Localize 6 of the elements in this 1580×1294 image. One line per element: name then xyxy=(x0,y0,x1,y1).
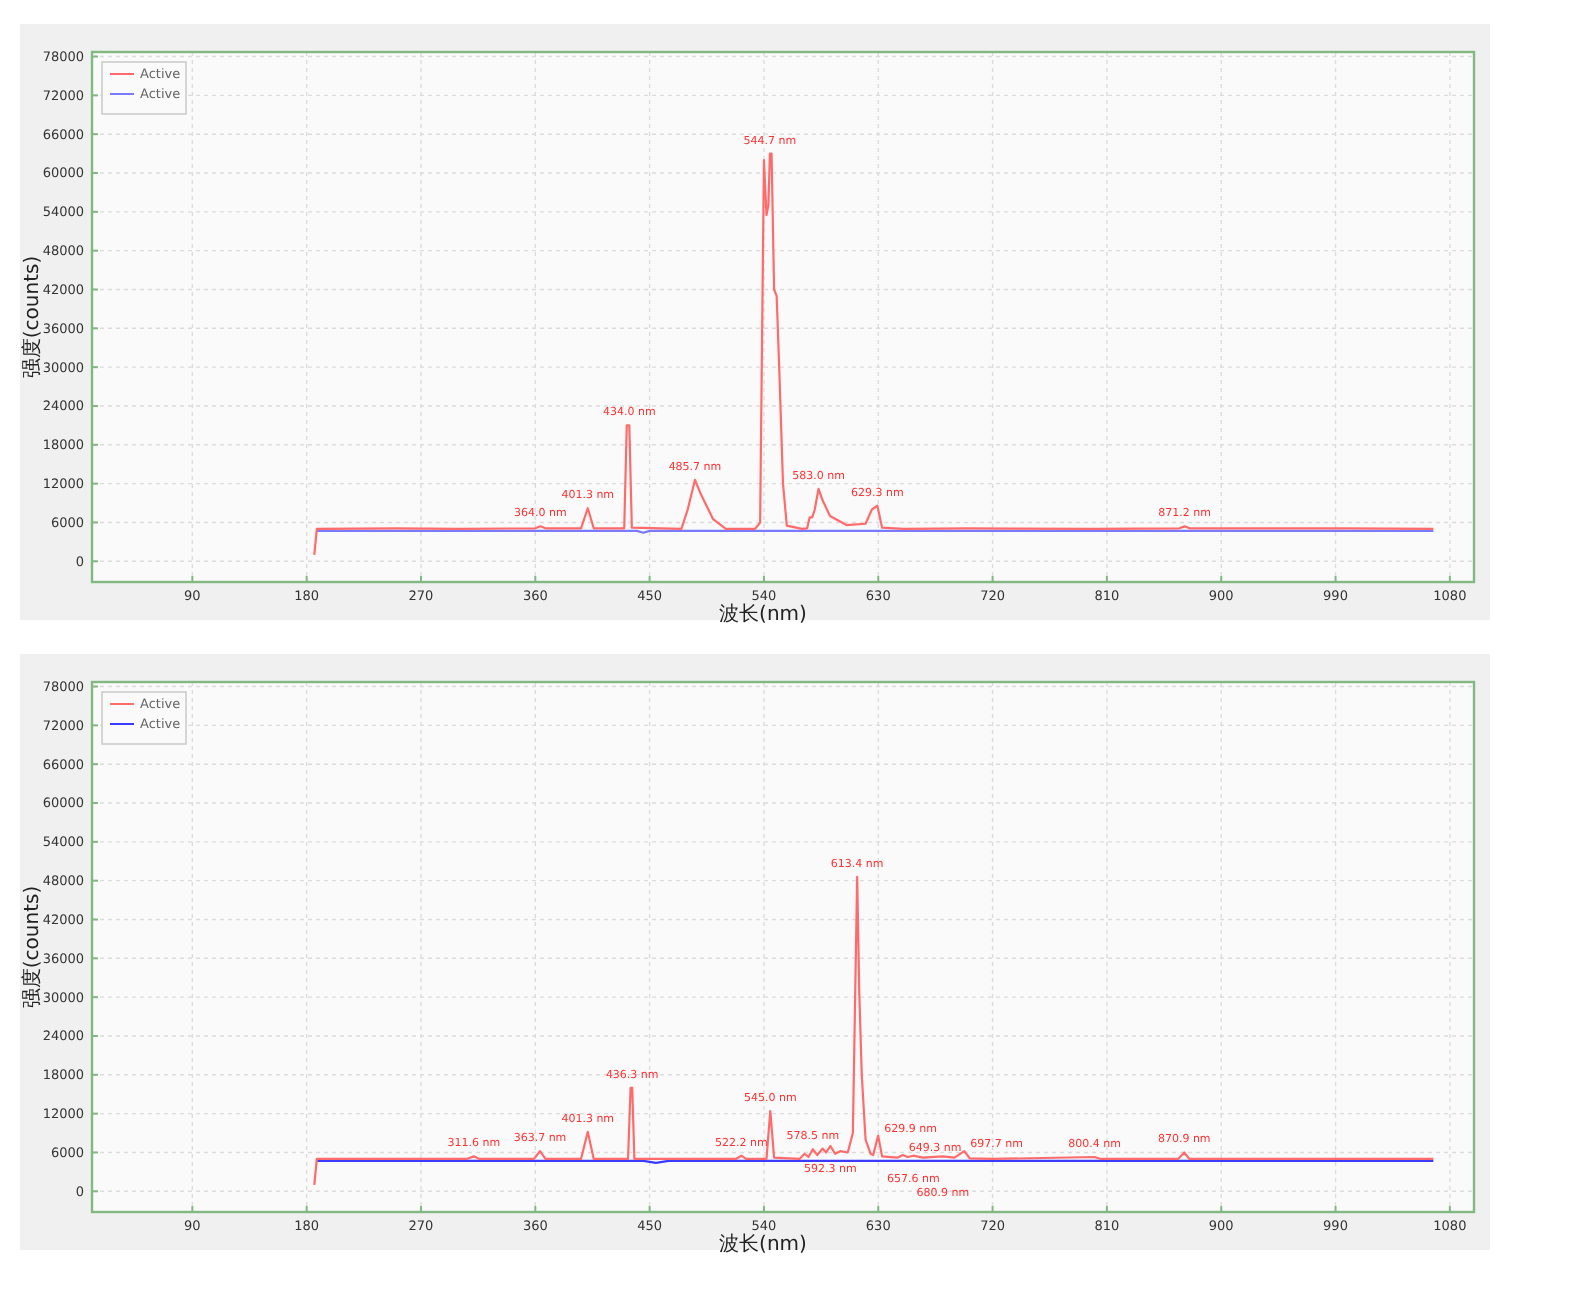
x-axis-title: 波长(nm) xyxy=(719,1232,808,1256)
line-series xyxy=(313,152,1435,556)
line-series xyxy=(313,875,1435,1186)
y-axis-title: 强度(counts) xyxy=(20,255,44,379)
y-axis-title: 强度(counts) xyxy=(20,885,44,1009)
x-axis-title: 波长(nm) xyxy=(719,602,808,626)
